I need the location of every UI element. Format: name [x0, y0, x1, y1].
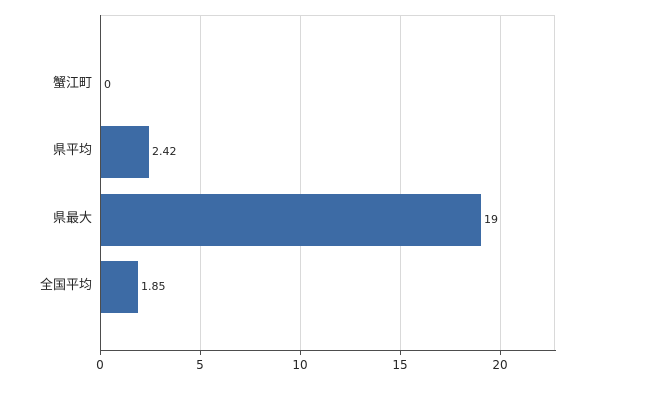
- x-axis-tick: [200, 350, 201, 355]
- x-axis-tick-label: 10: [292, 358, 308, 372]
- x-axis-tick-label: 5: [196, 358, 204, 372]
- gridline: [400, 16, 401, 350]
- bar-value-label: 0: [104, 78, 111, 91]
- bar-value-label: 2.42: [152, 145, 177, 158]
- gridline: [500, 16, 501, 350]
- y-axis-line: [100, 15, 101, 350]
- x-axis-tick: [400, 350, 401, 355]
- gridline: [200, 16, 201, 350]
- x-axis-tick-label: 15: [392, 358, 408, 372]
- category-label: 全国平均: [39, 278, 92, 293]
- bar-県平均: [101, 126, 149, 178]
- bar-県最大: [101, 194, 481, 246]
- bar-value-label: 1.85: [141, 280, 166, 293]
- category-label: 県最大: [52, 211, 92, 226]
- gridline: [300, 16, 301, 350]
- category-label: 蟹江町: [52, 76, 92, 91]
- x-axis-tick: [100, 350, 101, 355]
- x-axis-tick: [500, 350, 501, 355]
- x-axis-tick: [300, 350, 301, 355]
- bar-value-label: 19: [484, 213, 498, 226]
- plot-area: 0 2.42 19 1.85: [100, 15, 555, 350]
- x-axis-tick-label: 20: [492, 358, 508, 372]
- category-label: 県平均: [52, 143, 92, 158]
- bar-全国平均: [101, 261, 138, 313]
- x-axis-tick-label: 0: [96, 358, 104, 372]
- x-axis-line: [100, 350, 556, 351]
